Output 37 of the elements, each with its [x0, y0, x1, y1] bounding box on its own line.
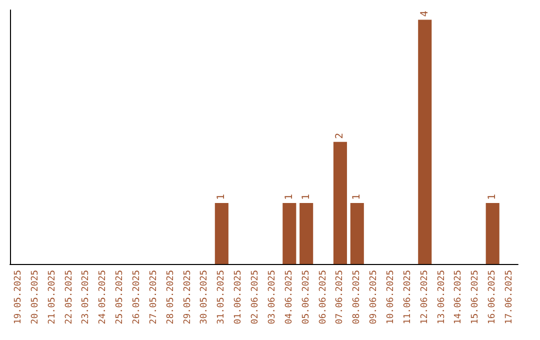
- x-tick-label: 29.05.2025: [182, 270, 193, 324]
- x-tick-label: 15.06.2025: [470, 270, 481, 324]
- x-tick-label: 12.06.2025: [420, 270, 430, 324]
- x-tick-label: 26.05.2025: [132, 270, 142, 324]
- data-label: 2: [334, 132, 346, 139]
- x-tick-label: 11.06.2025: [402, 270, 413, 324]
- x-tick-label: 14.06.2025: [454, 270, 464, 324]
- x-tick-label: 01.06.2025: [234, 270, 244, 324]
- data-label: 1: [216, 194, 228, 200]
- x-tick-label: 17.06.2025: [504, 270, 515, 324]
- x-tick-label: 03.06.2025: [267, 270, 278, 324]
- x-tick-label: 08.06.2025: [352, 270, 362, 324]
- x-tick-label: 25.05.2025: [115, 270, 126, 324]
- data-label: 1: [300, 194, 312, 200]
- x-tick-label: 19.05.2025: [13, 270, 24, 324]
- x-tick-label: 21.05.2025: [47, 270, 58, 324]
- x-tick-label: 05.06.2025: [301, 270, 312, 324]
- x-tick-label: 02.06.2025: [250, 270, 261, 324]
- x-tick-label: 07.06.2025: [335, 270, 346, 324]
- x-tick-label: 27.05.2025: [148, 270, 159, 324]
- x-tick-label: 04.06.2025: [284, 270, 294, 324]
- data-label: 1: [487, 194, 498, 200]
- x-tick-label: 09.06.2025: [369, 270, 380, 324]
- x-tick-label: 22.05.2025: [64, 270, 74, 324]
- data-label: 1: [352, 194, 363, 200]
- x-tick-label: 13.06.2025: [436, 270, 447, 324]
- x-tick-label: 31.05.2025: [216, 270, 227, 324]
- x-tick-label: 10.06.2025: [386, 270, 396, 324]
- x-tick-label: 16.06.2025: [488, 270, 498, 324]
- data-label: 1: [284, 194, 295, 200]
- x-tick-label: 06.06.2025: [318, 270, 328, 324]
- x-tick-label: 20.05.2025: [30, 270, 40, 324]
- x-tick-label: 28.05.2025: [166, 270, 176, 324]
- x-tick-label: 24.05.2025: [98, 270, 108, 324]
- x-tick-label: 23.05.2025: [81, 270, 92, 324]
- x-tick-label: 30.05.2025: [200, 270, 210, 324]
- data-label: 4: [419, 10, 430, 17]
